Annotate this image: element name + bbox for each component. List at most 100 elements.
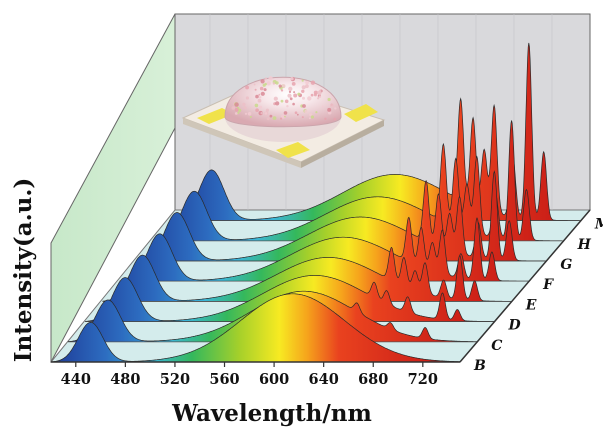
- series-label-E: E: [525, 297, 537, 313]
- phosphor-dot: [260, 91, 265, 96]
- phosphor-dot: [322, 105, 324, 108]
- phosphor-dot: [269, 114, 273, 118]
- phosphor-dot: [310, 80, 316, 85]
- phosphor-dot: [234, 112, 238, 115]
- phosphor-dot: [305, 80, 309, 85]
- phosphor-dot: [258, 93, 261, 96]
- phosphor-dot: [266, 81, 271, 86]
- phosphor-dot: [305, 84, 309, 89]
- phosphor-dot: [255, 94, 259, 99]
- phosphor-dot: [254, 88, 257, 91]
- phosphor-dot: [293, 93, 298, 98]
- x-tick-label: 600: [259, 371, 289, 388]
- phosphor-dot: [313, 93, 317, 97]
- phosphor-dot: [249, 115, 252, 118]
- led-phosphor-particles: [231, 76, 337, 121]
- spectrum-area-F: [119, 216, 530, 282]
- phosphor-dot: [244, 112, 248, 115]
- series-label-B: B: [473, 358, 486, 374]
- phosphor-dot: [280, 99, 284, 103]
- series-label-H: H: [577, 237, 592, 253]
- phosphor-dot: [327, 97, 331, 102]
- phosphor-dot: [310, 115, 314, 119]
- phosphor-dot: [257, 98, 262, 103]
- phosphor-dot: [259, 105, 263, 109]
- led-package-image: [181, 76, 386, 168]
- phosphor-dot: [259, 86, 264, 91]
- x-tick-label: 640: [309, 371, 339, 388]
- series-label-D: D: [508, 318, 522, 334]
- phosphor-dot: [260, 79, 265, 84]
- phosphor-dot: [315, 111, 318, 114]
- x-tick-label: 480: [110, 371, 140, 388]
- led-pad-right: [344, 104, 378, 122]
- phosphor-dot: [253, 83, 256, 86]
- phosphor-dot: [242, 102, 246, 107]
- led-substrate-side-right: [301, 120, 384, 168]
- phosphor-dot: [280, 117, 283, 120]
- phosphor-dot: [231, 106, 236, 110]
- spectrum-area-B: [50, 293, 461, 363]
- phosphor-dot: [237, 108, 242, 113]
- led-pad-left: [197, 108, 234, 124]
- phosphor-dot: [317, 90, 322, 96]
- phosphor-dot: [265, 108, 269, 112]
- phosphor-dot: [288, 86, 293, 91]
- x-axis-title: Wavelength/nm: [171, 400, 372, 427]
- series-label-M: M: [594, 217, 603, 233]
- x-tick-label: 520: [160, 371, 190, 388]
- phosphor-dot: [333, 117, 337, 121]
- depth-axis-line: [459, 209, 591, 363]
- phosphor-dot: [310, 93, 314, 97]
- phosphor-dot: [272, 82, 276, 85]
- phosphor-dot: [266, 117, 270, 121]
- phosphor-dot: [301, 116, 304, 119]
- phosphor-dot: [245, 85, 250, 90]
- phosphor-dot: [237, 111, 240, 114]
- spectra-group: [50, 42, 581, 363]
- phosphor-dot: [302, 96, 305, 100]
- phosphor-dot: [281, 84, 286, 88]
- phosphor-dot: [284, 99, 289, 104]
- phosphor-dot: [301, 85, 306, 90]
- phosphor-dot: [284, 115, 286, 118]
- phosphor-dot: [287, 93, 292, 98]
- phosphor-dot: [264, 77, 268, 80]
- phosphor-dot: [259, 96, 262, 99]
- phosphor-dot: [297, 92, 301, 96]
- y-axis-title: Intensity(a.u.): [10, 178, 37, 363]
- series-label-F: F: [542, 277, 554, 293]
- series-label-G: G: [560, 257, 572, 273]
- phosphor-dot: [278, 84, 282, 88]
- x-tick-label: 560: [209, 371, 239, 388]
- phosphor-dot: [292, 102, 295, 106]
- phosphor-dot: [304, 109, 308, 114]
- phosphor-dot: [317, 97, 320, 100]
- phosphor-dot: [318, 95, 322, 98]
- x-axis: 440 480 520 560 600 640 680 720: [51, 209, 591, 388]
- phosphor-dot: [327, 107, 332, 112]
- series-labels: MHGFEDCB: [473, 217, 603, 374]
- phosphor-dot: [255, 108, 259, 112]
- x-tick-label: 680: [358, 371, 388, 388]
- x-tick-label: 720: [408, 371, 438, 388]
- phosphor-dot: [245, 96, 249, 100]
- phosphor-dot: [234, 107, 239, 112]
- led-pad-bottom: [276, 142, 310, 158]
- phosphor-dot: [254, 103, 259, 108]
- phosphor-dot: [308, 117, 311, 120]
- phosphor-dot: [302, 104, 306, 108]
- phosphor-dot: [293, 91, 296, 94]
- phosphor-dot: [286, 105, 289, 108]
- phosphor-dot: [290, 77, 294, 81]
- series-label-C: C: [491, 338, 502, 354]
- x-tick-label: 440: [61, 371, 91, 388]
- phosphor-dot: [307, 96, 312, 101]
- phosphor-dot: [234, 102, 239, 107]
- x-ticks: 440 480 520 560 600 640 680 720: [61, 362, 438, 388]
- phosphor-dot: [281, 114, 286, 119]
- phosphor-dot: [291, 82, 296, 86]
- phosphor-dot: [272, 116, 277, 120]
- phosphor-dot: [280, 89, 284, 92]
